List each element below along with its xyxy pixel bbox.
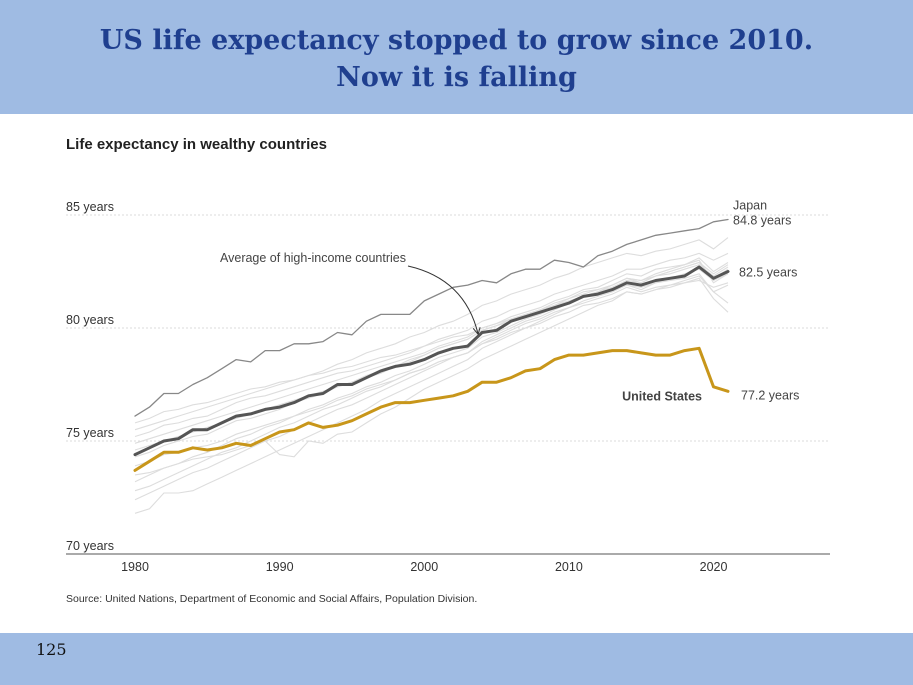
- x-tick-label: 1990: [266, 560, 294, 574]
- x-tick-label: 1980: [121, 560, 149, 574]
- country-line: [134, 252, 729, 438]
- country-line: [134, 237, 729, 431]
- country-line: [134, 279, 729, 467]
- country-line: [134, 277, 729, 514]
- life-expectancy-chart: Life expectancy in wealthy countries 85 …: [66, 136, 830, 605]
- country-line: [134, 261, 729, 483]
- y-axis: 85 years 80 years 75 years 70 years: [66, 200, 114, 553]
- y-tick-label: 85 years: [66, 200, 114, 214]
- us-label: United States: [622, 389, 702, 403]
- other-countries-lines: [134, 237, 729, 514]
- y-tick-label: 75 years: [66, 426, 114, 440]
- country-line: [134, 261, 729, 451]
- country-line: [134, 268, 729, 492]
- y-tick-label: 80 years: [66, 313, 114, 327]
- slide-header: [0, 0, 913, 114]
- page-number: 125: [36, 640, 67, 659]
- series-line-japan: [134, 218, 729, 417]
- slide-title-line-1: US life expectancy stopped to grow since…: [99, 25, 814, 56]
- source-note: Source: United Nations, Department of Ec…: [66, 593, 477, 605]
- x-tick-label: 2010: [555, 560, 583, 574]
- x-axis: 1980 1990 2000 2010 2020: [121, 560, 727, 574]
- series-line-average-of-high-income-countries: [133, 265, 730, 457]
- series-lines: [133, 218, 730, 472]
- japan-label: Japan: [733, 199, 767, 213]
- arrow-head: [472, 327, 481, 336]
- japan-end-value: 84.8 years: [733, 214, 791, 228]
- average-annotation-label: Average of high-income countries: [220, 251, 406, 265]
- y-tick-label: 70 years: [66, 539, 114, 553]
- x-tick-label: 2000: [410, 560, 438, 574]
- country-line: [134, 273, 729, 444]
- x-tick-label: 2020: [700, 560, 728, 574]
- country-line: [134, 259, 729, 424]
- average-end-value: 82.5 years: [739, 266, 797, 280]
- slide-title-line-2: Now it is falling: [336, 62, 577, 93]
- slide-footer: [0, 633, 913, 685]
- slide-title: US life expectancy stopped to grow since…: [0, 22, 913, 96]
- us-end-value: 77.2 years: [741, 388, 799, 402]
- grid-layer: [66, 214, 830, 555]
- series-line-united-states: [133, 346, 730, 472]
- country-line: [134, 275, 729, 476]
- annotation-arrow: [407, 265, 479, 335]
- chart-title: Life expectancy in wealthy countries: [66, 136, 327, 153]
